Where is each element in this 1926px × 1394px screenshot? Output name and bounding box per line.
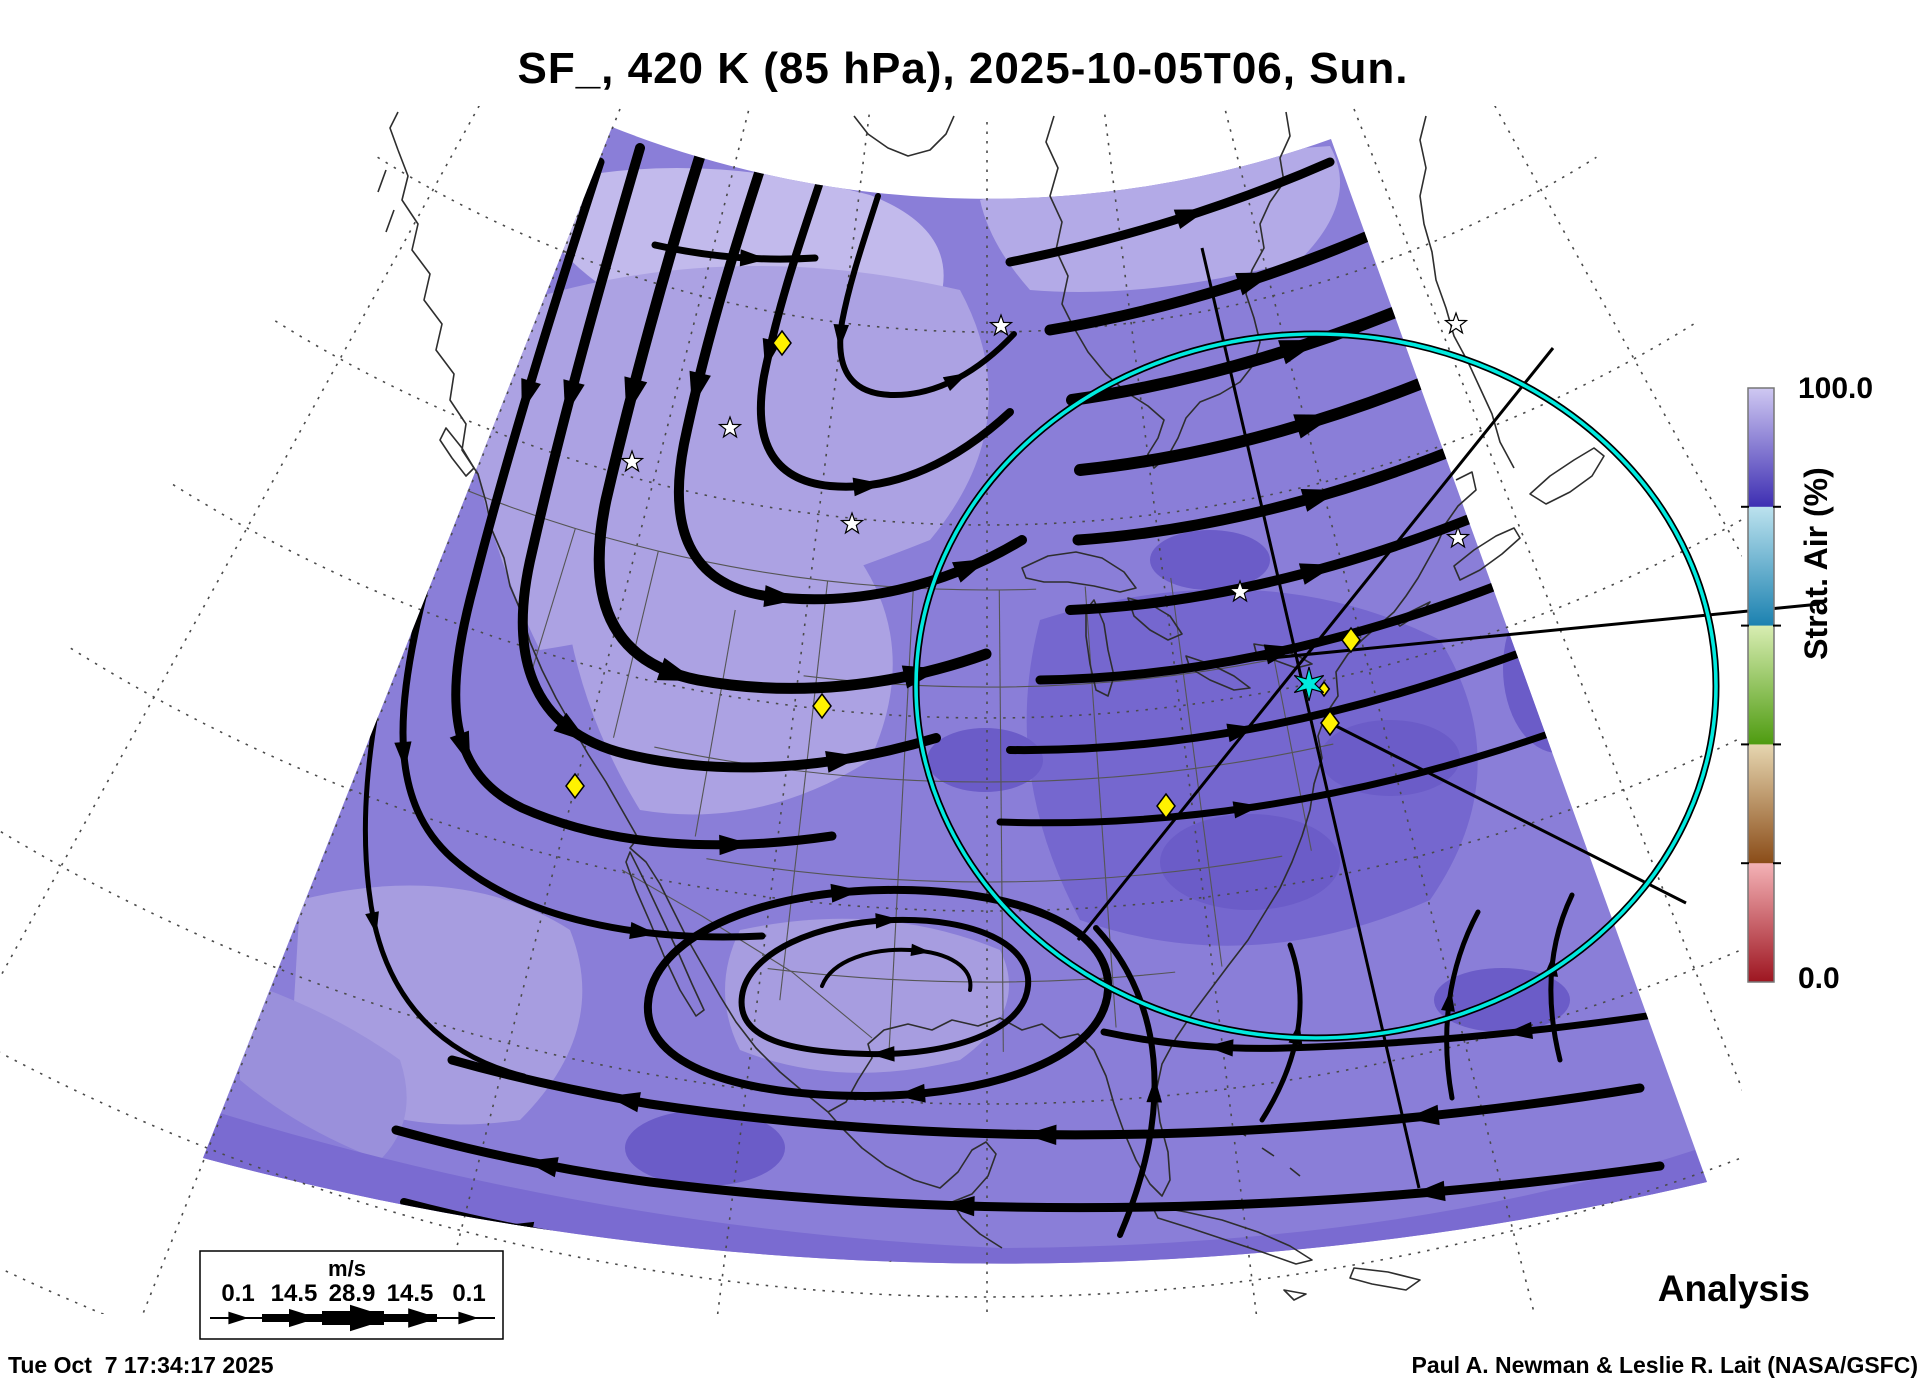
diamond-marker-icon [565, 772, 585, 800]
colorbar-max-label: 100.0 [1798, 372, 1874, 405]
page-title: SF_, 420 K (85 hPa), 2025-10-05T06, Sun. [517, 44, 1409, 93]
colorbar-title: Strat. Air (%) [1798, 467, 1834, 660]
wind-legend-tick: 0.1 [452, 1280, 486, 1307]
star-marker-icon [988, 313, 1014, 337]
range-circle [914, 332, 1718, 1040]
wind-legend-tick: 14.5 [270, 1280, 318, 1307]
wind-legend-tick: 28.9 [328, 1280, 376, 1307]
target-star-icon [1293, 666, 1325, 702]
wind-legend-units: m/s [328, 1256, 366, 1281]
wind-legend-tick: 0.1 [221, 1280, 255, 1307]
colorbar [1741, 387, 1781, 983]
wind-legend [199, 1250, 504, 1340]
diamond-marker-icon [1320, 709, 1340, 737]
analysis-label: Analysis [1657, 1268, 1810, 1309]
diamond-marker-icon [812, 692, 832, 720]
star-marker-icon [1227, 579, 1253, 603]
star-marker-icon [717, 415, 743, 439]
star-marker-icon [619, 449, 645, 473]
diamond-marker-icon [1317, 680, 1331, 698]
star-marker-icon [1443, 311, 1469, 335]
credit: Paul A. Newman & Leslie R. Lait (NASA/GS… [1411, 1352, 1918, 1378]
diamond-marker-icon [772, 329, 792, 357]
timestamp: Tue Oct 7 17:34:17 2025 [8, 1352, 274, 1378]
diamond-marker-icon [1341, 626, 1361, 654]
wind-legend-tick: 14.5 [386, 1280, 434, 1307]
colorbar-min-label: 0.0 [1798, 962, 1840, 995]
site-markers [565, 311, 1471, 820]
star-marker-icon [839, 511, 865, 535]
diamond-marker-icon [1156, 792, 1176, 820]
star-marker-icon [1445, 525, 1471, 549]
